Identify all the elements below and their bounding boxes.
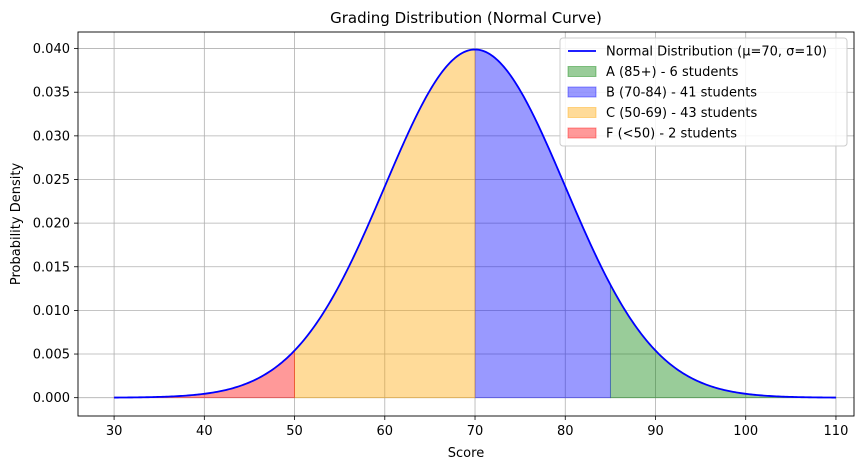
x-tick-label: 110 (824, 424, 849, 439)
legend-patch-swatch (567, 107, 597, 118)
legend-patch-swatch (567, 127, 597, 139)
legend-patch-swatch (567, 86, 597, 98)
x-tick-label: 100 (733, 424, 758, 439)
y-tick-label: 0.025 (33, 173, 70, 188)
y-tick-label: 0.010 (33, 304, 70, 319)
x-axis-label: Score (448, 446, 484, 461)
normal-curve-line (114, 48, 836, 399)
legend-label: C (50-69) - 43 students (606, 106, 757, 121)
y-tick-label: 0.005 (33, 348, 70, 363)
grade-regions (113, 49, 837, 399)
x-tick-label: 70 (467, 424, 484, 439)
x-tick-label: 90 (647, 424, 664, 439)
legend-box (559, 37, 848, 147)
y-tick-label: 0.020 (33, 217, 70, 232)
x-tick-label: 50 (286, 424, 303, 439)
y-tick-label: 0.030 (33, 129, 70, 144)
x-tick-label: 60 (377, 424, 394, 439)
region-0 (609, 284, 837, 399)
legend-label: A (85+) - 6 students (606, 65, 739, 80)
legend-patch-swatch (567, 66, 597, 77)
legend-label: B (70-84) - 41 students (606, 86, 757, 101)
y-axis-label: Probability Density (9, 163, 24, 286)
x-tick-label: 40 (196, 424, 213, 439)
y-tick-label: 0.015 (33, 260, 70, 275)
legend-label: F (<50) - 2 students (606, 127, 737, 142)
legend-label: Normal Distribution (μ=70, σ=10) (606, 45, 827, 60)
y-tick-label: 0.000 (33, 391, 70, 406)
x-axis-ticks: 30 40 50 60 70 80 90 100 110 (106, 416, 849, 439)
y-axis-ticks: 0.000 0.005 0.010 0.015 0.020 0.025 0.030 0.035… (33, 42, 78, 406)
x-tick-label: 80 (557, 424, 574, 439)
plot-frame (77, 31, 855, 417)
y-tick-label: 0.040 (33, 42, 70, 57)
y-tick-label: 0.035 (33, 86, 70, 101)
x-tick-label: 30 (106, 424, 123, 439)
legend: Normal Distribution (μ=70, σ=10) A (85+) … (559, 37, 848, 147)
chart-title: Grading Distribution (Normal Curve) (330, 9, 602, 27)
